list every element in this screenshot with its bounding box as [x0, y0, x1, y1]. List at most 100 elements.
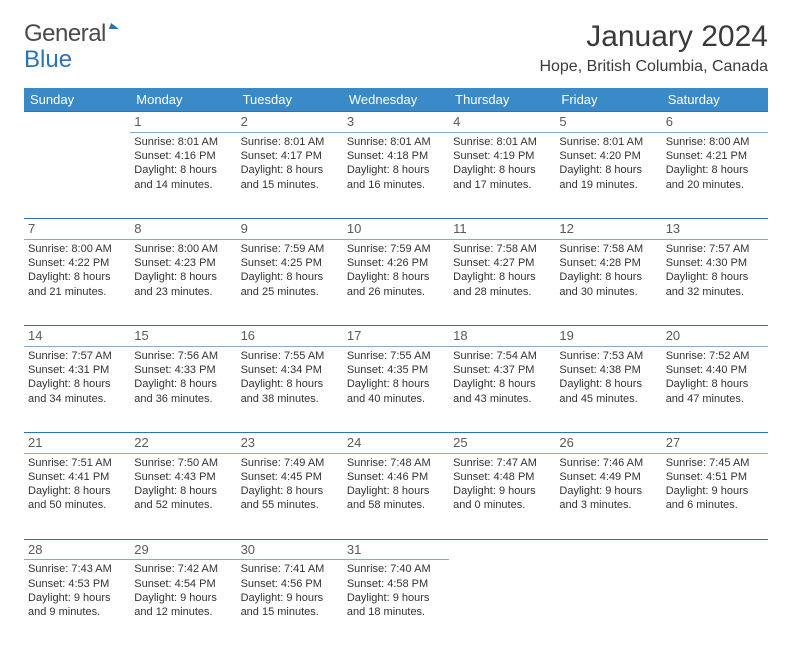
day-number-cell: 12 — [555, 218, 661, 239]
day-ss: Sunset: 4:58 PM — [347, 577, 445, 591]
day-number-cell: 5 — [555, 112, 661, 133]
day-content-cell: Sunrise: 7:40 AMSunset: 4:58 PMDaylight:… — [343, 560, 449, 646]
day-d2: and 15 minutes. — [241, 178, 339, 192]
day-number-cell: 21 — [24, 432, 130, 453]
day-ss: Sunset: 4:19 PM — [453, 149, 551, 163]
day-content-cell: Sunrise: 7:45 AMSunset: 4:51 PMDaylight:… — [662, 453, 768, 539]
day-content-cell: Sunrise: 8:01 AMSunset: 4:17 PMDaylight:… — [237, 132, 343, 218]
day-ss: Sunset: 4:48 PM — [453, 470, 551, 484]
day-content-cell: Sunrise: 7:58 AMSunset: 4:28 PMDaylight:… — [555, 239, 661, 325]
day-content-row: Sunrise: 7:43 AMSunset: 4:53 PMDaylight:… — [24, 560, 768, 646]
day-ss: Sunset: 4:54 PM — [134, 577, 232, 591]
day-ss: Sunset: 4:17 PM — [241, 149, 339, 163]
day-ss: Sunset: 4:21 PM — [666, 149, 764, 163]
day-d1: Daylight: 9 hours — [28, 591, 126, 605]
day-number-cell: 26 — [555, 432, 661, 453]
daynum-row: 21222324252627 — [24, 432, 768, 453]
day-ss: Sunset: 4:28 PM — [559, 256, 657, 270]
day-sr: Sunrise: 7:54 AM — [453, 349, 551, 363]
day-sr: Sunrise: 8:00 AM — [666, 135, 764, 149]
day-content-row: Sunrise: 7:57 AMSunset: 4:31 PMDaylight:… — [24, 346, 768, 432]
day-number-cell: 31 — [343, 539, 449, 560]
day-number-cell: 9 — [237, 218, 343, 239]
day-sr: Sunrise: 7:47 AM — [453, 456, 551, 470]
day-d2: and 21 minutes. — [28, 285, 126, 299]
day-d1: Daylight: 8 hours — [28, 484, 126, 498]
day-d1: Daylight: 8 hours — [134, 377, 232, 391]
day-d1: Daylight: 9 hours — [559, 484, 657, 498]
day-number-cell: 1 — [130, 112, 236, 133]
day-ss: Sunset: 4:18 PM — [347, 149, 445, 163]
header: General January 2024 Hope, British Colum… — [24, 20, 768, 76]
day-d2: and 12 minutes. — [134, 605, 232, 619]
day-content-cell: Sunrise: 7:57 AMSunset: 4:31 PMDaylight:… — [24, 346, 130, 432]
day-sr: Sunrise: 7:52 AM — [666, 349, 764, 363]
day-ss: Sunset: 4:49 PM — [559, 470, 657, 484]
title-block: January 2024 Hope, British Columbia, Can… — [539, 20, 768, 76]
day-sr: Sunrise: 7:57 AM — [28, 349, 126, 363]
day-content-cell: Sunrise: 7:41 AMSunset: 4:56 PMDaylight:… — [237, 560, 343, 646]
day-ss: Sunset: 4:23 PM — [134, 256, 232, 270]
day-ss: Sunset: 4:37 PM — [453, 363, 551, 377]
day-content-row: Sunrise: 8:00 AMSunset: 4:22 PMDaylight:… — [24, 239, 768, 325]
day-content-cell: Sunrise: 8:00 AMSunset: 4:23 PMDaylight:… — [130, 239, 236, 325]
day-number-cell — [449, 539, 555, 560]
day-number-cell: 22 — [130, 432, 236, 453]
day-content-cell: Sunrise: 7:50 AMSunset: 4:43 PMDaylight:… — [130, 453, 236, 539]
day-ss: Sunset: 4:45 PM — [241, 470, 339, 484]
day-number-cell: 10 — [343, 218, 449, 239]
day-d1: Daylight: 9 hours — [347, 591, 445, 605]
day-number-cell: 17 — [343, 325, 449, 346]
day-d2: and 9 minutes. — [28, 605, 126, 619]
day-sr: Sunrise: 7:42 AM — [134, 562, 232, 576]
logo-triangle-icon — [109, 23, 121, 29]
day-d1: Daylight: 8 hours — [241, 484, 339, 498]
day-d1: Daylight: 8 hours — [134, 270, 232, 284]
day-header: Sunday — [24, 88, 130, 112]
day-number-cell: 16 — [237, 325, 343, 346]
day-content-row: Sunrise: 8:01 AMSunset: 4:16 PMDaylight:… — [24, 132, 768, 218]
day-sr: Sunrise: 7:51 AM — [28, 456, 126, 470]
day-ss: Sunset: 4:34 PM — [241, 363, 339, 377]
day-sr: Sunrise: 7:55 AM — [347, 349, 445, 363]
day-number-cell: 23 — [237, 432, 343, 453]
day-number-cell: 13 — [662, 218, 768, 239]
day-d2: and 32 minutes. — [666, 285, 764, 299]
day-d2: and 17 minutes. — [453, 178, 551, 192]
day-content-cell: Sunrise: 8:01 AMSunset: 4:16 PMDaylight:… — [130, 132, 236, 218]
day-sr: Sunrise: 7:58 AM — [559, 242, 657, 256]
day-content-row: Sunrise: 7:51 AMSunset: 4:41 PMDaylight:… — [24, 453, 768, 539]
day-number-cell: 30 — [237, 539, 343, 560]
day-ss: Sunset: 4:35 PM — [347, 363, 445, 377]
day-d1: Daylight: 8 hours — [134, 484, 232, 498]
day-sr: Sunrise: 7:55 AM — [241, 349, 339, 363]
day-number-cell: 4 — [449, 112, 555, 133]
day-content-cell: Sunrise: 7:47 AMSunset: 4:48 PMDaylight:… — [449, 453, 555, 539]
logo: General — [24, 20, 120, 48]
day-ss: Sunset: 4:41 PM — [28, 470, 126, 484]
month-title: January 2024 — [539, 20, 768, 54]
day-ss: Sunset: 4:33 PM — [134, 363, 232, 377]
day-d2: and 55 minutes. — [241, 498, 339, 512]
day-number-cell: 27 — [662, 432, 768, 453]
day-content-cell — [24, 132, 130, 218]
day-d1: Daylight: 9 hours — [666, 484, 764, 498]
logo-word2: Blue — [24, 46, 72, 74]
day-sr: Sunrise: 7:59 AM — [347, 242, 445, 256]
day-sr: Sunrise: 7:50 AM — [134, 456, 232, 470]
day-header: Tuesday — [237, 88, 343, 112]
day-content-cell: Sunrise: 7:55 AMSunset: 4:35 PMDaylight:… — [343, 346, 449, 432]
day-content-cell: Sunrise: 8:01 AMSunset: 4:18 PMDaylight:… — [343, 132, 449, 218]
day-sr: Sunrise: 7:45 AM — [666, 456, 764, 470]
day-d1: Daylight: 8 hours — [559, 163, 657, 177]
day-d2: and 25 minutes. — [241, 285, 339, 299]
day-d2: and 23 minutes. — [134, 285, 232, 299]
day-sr: Sunrise: 7:56 AM — [134, 349, 232, 363]
day-ss: Sunset: 4:56 PM — [241, 577, 339, 591]
day-d2: and 58 minutes. — [347, 498, 445, 512]
day-header: Monday — [130, 88, 236, 112]
day-d2: and 47 minutes. — [666, 392, 764, 406]
day-ss: Sunset: 4:43 PM — [134, 470, 232, 484]
day-d2: and 50 minutes. — [28, 498, 126, 512]
logo-word1: General — [24, 20, 106, 48]
